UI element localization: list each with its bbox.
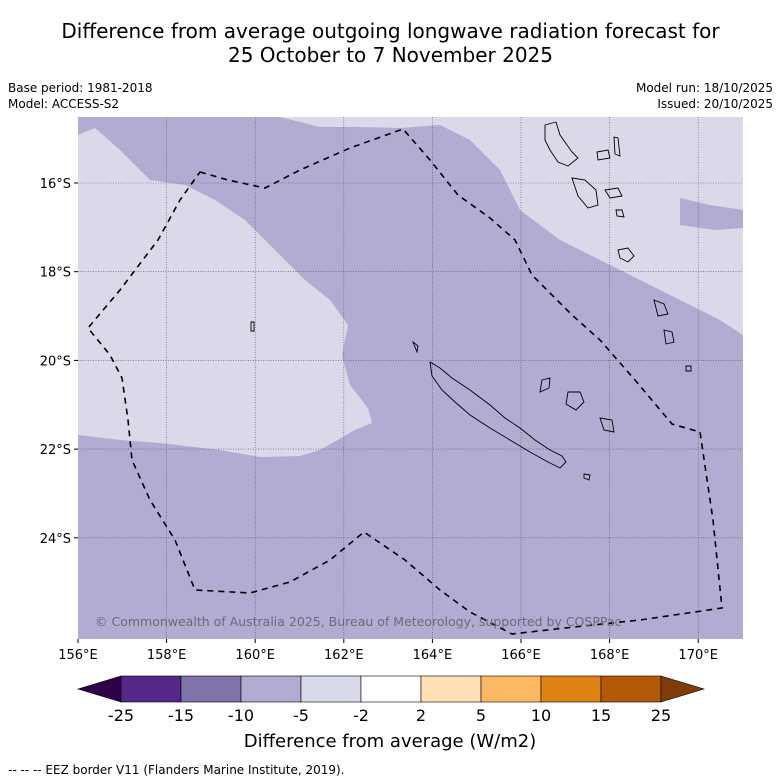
colorbar-tick-label: -5	[293, 706, 309, 725]
vanuatu-erromango	[617, 247, 635, 263]
colorbar-segment	[420, 675, 482, 703]
colorbar-tick-label: 15	[591, 706, 611, 725]
vanuatu-malekula	[571, 177, 599, 209]
graticule	[78, 117, 743, 639]
anomaly-band-minus2-to-minus5-west	[78, 117, 372, 457]
colorbar-tick-label: -2	[353, 706, 369, 725]
lat-tick-label: 22°S	[40, 443, 71, 458]
model-name: Model: ACCESS-S2	[8, 97, 120, 111]
colorbar-segment	[360, 675, 422, 703]
colorbar-tick-label: 2	[416, 706, 426, 725]
lat-tick-label: 20°S	[40, 354, 71, 369]
colorbar-tick-label: 5	[476, 706, 486, 725]
colorbar-extend-low	[76, 675, 122, 703]
longitude-axis: 156°E 158°E 160°E 162°E 164°E 166°E 168°E 170°E	[58, 639, 718, 663]
chart-title: Difference from average outgoing longwav…	[0, 19, 781, 67]
colorbar-segment	[540, 675, 602, 703]
meta-right: Model run: 18/10/2025 Issued: 20/10/2025	[636, 80, 773, 112]
lon-tick-label: 164°E	[413, 648, 453, 663]
vanuatu-espiritu-santo	[544, 121, 579, 167]
vanuatu-efate	[604, 187, 625, 218]
lon-tick-label: 162°E	[324, 648, 364, 663]
copyright-notice: © Commonwealth of Australia 2025, Bureau…	[95, 614, 621, 629]
colorbar-tick-label: -25	[108, 706, 134, 725]
colorbar-extend-high	[660, 675, 706, 703]
anomaly-band-minus5-patch	[680, 198, 743, 230]
lon-tick-label: 166°E	[501, 648, 541, 663]
meta-left: Base period: 1981-2018 Model: ACCESS-S2	[8, 80, 153, 112]
issued-date: Issued: 20/10/2025	[657, 97, 773, 111]
lat-tick-label: 18°S	[40, 266, 71, 281]
colorbar-tick-label: 10	[531, 706, 551, 725]
model-run: Model run: 18/10/2025	[635, 81, 773, 95]
vanuatu-tanna	[653, 299, 675, 345]
lon-tick-label: 170°E	[678, 648, 718, 663]
colorbar-segment	[600, 675, 662, 703]
loyalty-islands	[539, 377, 615, 433]
colorbar-segment	[180, 675, 242, 703]
colorbar-tick-label: -15	[168, 706, 194, 725]
lon-tick-label: 168°E	[590, 648, 630, 663]
eez-legend: -- -- -- EEZ border V11 (Flanders Marine…	[8, 763, 345, 777]
colorbar-tick-label: 25	[651, 706, 671, 725]
title-line-1: Difference from average outgoing longwav…	[61, 19, 720, 43]
loyalty-small-islands	[250, 321, 692, 372]
lon-tick-label: 160°E	[235, 648, 275, 663]
latitude-axis: 16°S 18°S 20°S 22°S 24°S	[40, 177, 78, 547]
colorbar-segment	[240, 675, 302, 703]
eez-border-new-caledonia	[86, 128, 723, 635]
isle-of-pines	[583, 473, 591, 481]
colorbar: -25 -15 -10 -5 -2 2 5 10 15 25	[76, 675, 706, 725]
new-caledonia-island	[429, 361, 567, 469]
colorbar-segment	[480, 675, 542, 703]
colorbar-segment	[120, 675, 182, 703]
base-period: Base period: 1981-2018	[8, 81, 153, 95]
belep-islands	[411, 340, 419, 354]
lon-tick-label: 156°E	[58, 648, 98, 663]
lat-tick-label: 16°S	[40, 177, 71, 192]
map-plot-area: © Commonwealth of Australia 2025, Bureau…	[78, 117, 743, 639]
colorbar-segment	[300, 675, 362, 703]
title-line-2: 25 October to 7 November 2025	[227, 43, 554, 67]
colorbar-tick-label: -10	[228, 706, 254, 725]
anomaly-band-minus2-to-minus5-northeast	[280, 117, 743, 335]
lat-tick-label: 24°S	[40, 532, 71, 547]
vanuatu-north-islands	[596, 136, 621, 161]
lon-tick-label: 158°E	[147, 648, 187, 663]
coastlines	[250, 121, 692, 481]
colorbar-label: Difference from average (W/m2)	[244, 731, 536, 752]
